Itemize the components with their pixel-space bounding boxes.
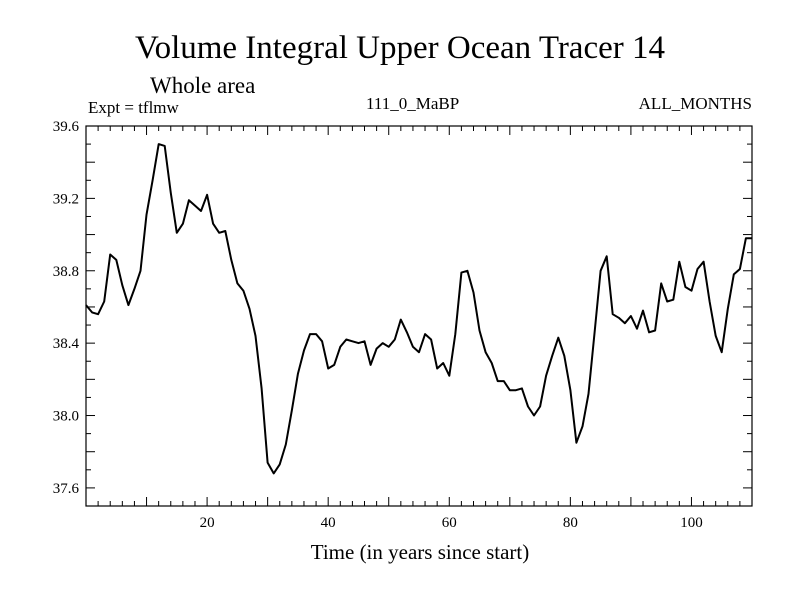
chart-title: Volume Integral Upper Ocean Tracer 14 — [135, 30, 665, 66]
x-axis-label: Time (in years since start) — [310, 540, 530, 564]
x-tick-label: 40 — [321, 515, 336, 531]
x-tick-label: 80 — [563, 515, 578, 531]
tick-labels: 20 40 60 80 100 37.6 38.0 38.4 38.8 39.2 39.6 — [53, 119, 703, 531]
chart-subtitle: Whole area — [150, 73, 256, 98]
experiment-label: Expt = tflmw — [88, 98, 179, 117]
x-tick-label: 100 — [680, 515, 703, 531]
run-label: 111_0_MaBP — [366, 94, 460, 113]
y-tick-label: 38.4 — [53, 336, 80, 352]
y-tick-label: 38.8 — [53, 264, 79, 280]
y-tick-label: 39.2 — [53, 191, 79, 207]
x-tick-label: 60 — [442, 515, 457, 531]
series-line — [85, 143, 752, 475]
y-tick-label: 39.6 — [53, 119, 80, 135]
x-tick-label: 20 — [200, 515, 215, 531]
axis-ticks — [86, 126, 752, 506]
months-label: ALL_MONTHS — [638, 94, 752, 113]
y-tick-label: 37.6 — [53, 481, 80, 497]
plot-frame — [85, 125, 753, 507]
y-tick-label: 38.0 — [53, 409, 79, 425]
